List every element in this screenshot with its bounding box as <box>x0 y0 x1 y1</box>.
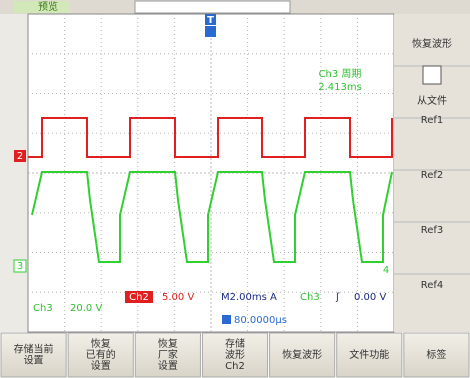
bottom-menu: 存储当前设置恢复已有的设置恢复厂家设置存储波形Ch2恢复波形文件功能标签 <box>1 333 469 377</box>
bottom-button-label: 存储当前 <box>14 343 54 356</box>
ch3-marker-label: 3 <box>17 261 23 272</box>
bottom-button-label: Ch2 <box>225 361 245 372</box>
bottom-button-label: 设置 <box>158 360 178 372</box>
ch4-marker-label: 4 <box>383 265 389 276</box>
side-button[interactable]: 从文件 <box>417 94 447 107</box>
timebase: M2.00ms A <box>221 292 277 303</box>
measure-value: 2.413ms <box>318 82 362 93</box>
bottom-button-label: 设置 <box>24 355 44 367</box>
horizontal-position: 80.0000μs <box>234 315 287 326</box>
bottom-button-label: 文件功能 <box>349 348 389 361</box>
side-button[interactable]: Ref4 <box>421 280 444 291</box>
bottom-button-label: 恢复 <box>91 337 111 350</box>
position-icon <box>222 315 231 324</box>
side-button[interactable]: Ref1 <box>421 115 444 126</box>
ch2-scale-channel: Ch2 <box>129 292 149 303</box>
ch2-marker-label: 2 <box>17 151 23 162</box>
bottom-button-label: 标签 <box>426 348 446 361</box>
ch3-scale-value: 20.0 V <box>70 303 102 314</box>
level-marker <box>205 26 216 37</box>
trigger-channel: Ch3 <box>300 292 320 303</box>
scope-screen: 预览 2 3 4 T Ch3 周期 2.413ms Ch3 20.0 V Ch2… <box>0 0 470 378</box>
ch3-scale-channel: Ch3 <box>33 303 53 314</box>
trigger-edge: ʃ <box>335 292 340 303</box>
bottom-button-label: 已有的 <box>86 348 116 361</box>
side-button[interactable]: Ref2 <box>421 170 444 181</box>
preview-label: 预览 <box>38 0 58 13</box>
trigger-marker-label: T <box>207 15 214 26</box>
bottom-button-label: 厂家 <box>158 348 178 361</box>
left-strip <box>0 14 28 332</box>
bottom-button-label: 波形 <box>225 348 245 361</box>
bottom-button-label: 设置 <box>91 360 111 372</box>
bottom-button-label: 恢复 <box>158 337 178 350</box>
bottom-button-label: 恢复波形 <box>282 348 322 361</box>
file-icon <box>423 66 441 84</box>
measure-label: Ch3 周期 <box>319 68 362 80</box>
side-button[interactable]: Ref3 <box>421 225 444 236</box>
bottom-button-label: 存储 <box>225 337 245 350</box>
memory-bar <box>135 1 290 13</box>
side-button[interactable]: 恢复波形 <box>412 37 452 50</box>
ch2-scale-value: 5.00 V <box>162 292 194 303</box>
trigger-level: 0.00 V <box>354 292 386 303</box>
